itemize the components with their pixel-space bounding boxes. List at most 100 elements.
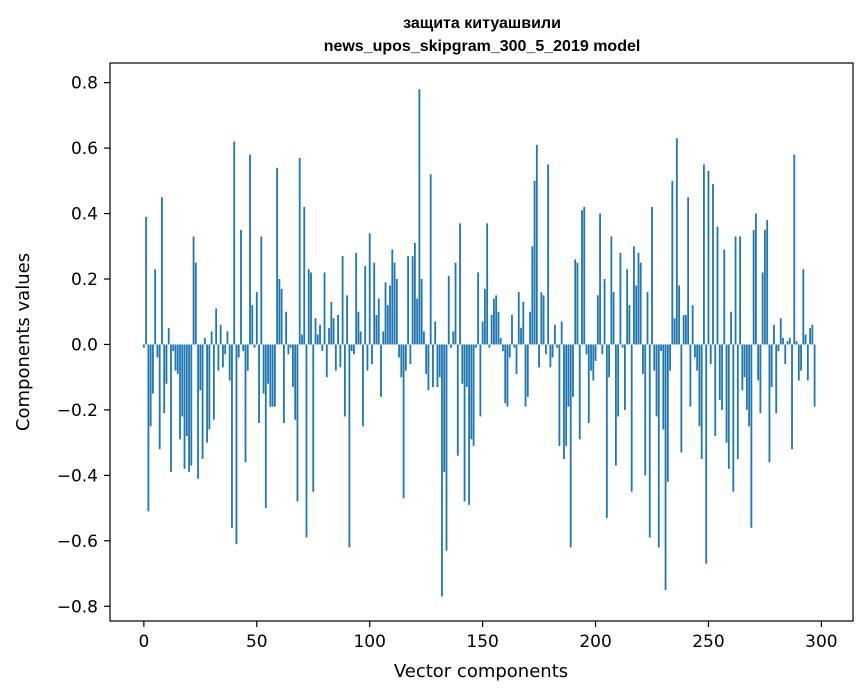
bar-26 [201,344,204,459]
bar-191 [574,259,577,345]
x-axis-label: Vector components [394,661,568,682]
bar-156 [495,295,498,345]
bar-103 [375,315,378,345]
bar-84 [332,318,335,345]
bar-33 [217,344,220,371]
y-tick-label: −0.6 [57,532,98,552]
bar-258 [725,344,728,443]
bar-88 [341,256,344,345]
bar-42 [237,344,240,358]
bar-281 [777,344,780,351]
bar-102 [373,262,376,345]
bar-162 [508,344,511,358]
y-tick-label: 0.4 [71,205,98,225]
bar-210 [617,344,620,417]
bar-267 [745,344,748,410]
bar-142 [463,344,466,502]
bar-165 [515,344,518,374]
bar-126 [427,344,430,391]
y-tick-label: −0.8 [57,597,98,617]
bar-27 [203,337,206,345]
bar-104 [377,298,380,345]
bar-249 [705,344,708,564]
bar-12 [170,344,172,473]
bar-106 [382,331,385,345]
bar-183 [556,344,559,348]
bar-74 [310,272,312,345]
plot-frame [109,62,854,622]
bar-76 [314,318,317,345]
bar-173 [533,180,536,345]
chart-title-line1: защита китуашвили [403,15,561,32]
bar-30 [210,331,213,345]
bar-252 [712,184,714,345]
bar-231 [664,344,667,590]
bar-243 [691,305,694,345]
bar-56 [269,344,272,407]
bar-266 [743,344,746,378]
bar-224 [648,344,651,538]
bar-109 [389,285,391,345]
bar-149 [479,344,482,417]
bar-159 [502,344,504,351]
bar-87 [339,344,342,368]
bar-239 [682,315,685,345]
bar-80 [323,272,326,345]
bar-71 [303,207,306,345]
bar-41 [235,344,238,545]
bar-53 [262,344,265,394]
bar-235 [673,318,676,345]
bar-160 [504,344,507,404]
bar-175 [538,344,540,368]
bar-11 [167,328,170,345]
bar-51 [258,344,260,423]
bar-114 [400,344,403,378]
bar-279 [773,324,775,345]
bar-10 [165,344,168,384]
bar-283 [782,337,784,345]
bar-138 [454,262,457,345]
bar-163 [511,315,513,345]
bar-237 [678,285,681,345]
bar-110 [391,249,394,345]
y-tick-label: −0.2 [57,401,98,421]
bar-94 [355,252,358,345]
bar-168 [522,301,525,345]
bar-211 [619,252,622,345]
bar-185 [560,321,563,345]
bar-134 [445,344,448,551]
bar-111 [393,262,396,345]
x-tick-label: 150 [466,632,498,652]
bar-216 [630,344,633,492]
bar-4 [152,344,154,394]
bar-201 [596,295,599,345]
bar-245 [696,344,699,371]
bar-148 [477,272,480,345]
bar-269 [750,344,753,528]
bar-251 [709,344,712,365]
bar-171 [529,311,531,345]
bar-122 [418,89,421,345]
bar-290 [797,344,800,381]
bar-75 [312,344,315,492]
bar-123 [420,279,423,345]
bar-130 [436,344,439,387]
bar-192 [576,262,579,345]
bar-219 [637,252,640,345]
bar-70 [301,334,303,345]
bar-205 [605,344,608,518]
bar-157 [497,311,500,345]
bar-234 [671,180,674,345]
bar-280 [775,344,778,414]
bar-133 [443,344,446,473]
bar-209 [614,344,617,466]
x-tick-label: 100 [353,632,385,652]
bar-147 [474,344,477,348]
bar-230 [662,344,665,430]
bar-139 [456,344,459,456]
bar-37 [226,331,229,345]
bar-60 [278,279,281,345]
bar-286 [788,337,791,345]
y-axis-label: Components values [13,253,34,431]
